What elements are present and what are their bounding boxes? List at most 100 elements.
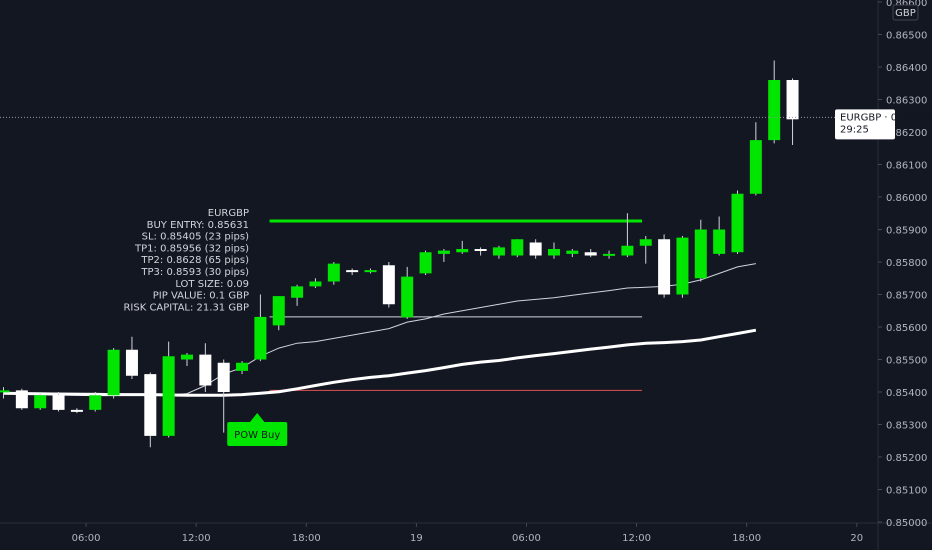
candle[interactable] bbox=[199, 343, 212, 392]
candle[interactable] bbox=[676, 236, 689, 298]
bearish-candle-body[interactable] bbox=[786, 80, 799, 120]
candle[interactable] bbox=[272, 296, 285, 331]
candle[interactable] bbox=[15, 388, 28, 410]
candle[interactable] bbox=[254, 294, 267, 362]
bullish-candle-body[interactable] bbox=[309, 281, 322, 287]
candle[interactable] bbox=[70, 408, 83, 414]
time-axis[interactable]: 06:00 12:00 18:00 19 06:00 12:00 18:00 20 bbox=[72, 523, 863, 544]
candle[interactable] bbox=[34, 392, 47, 410]
bullish-candle-body[interactable] bbox=[713, 229, 726, 254]
bearish-candle-body[interactable] bbox=[217, 362, 230, 392]
time-tick-label: 06:00 bbox=[72, 533, 101, 544]
price-axis[interactable]: 0.85000 0.85100 0.85200 0.85300 0.85400 0.855… bbox=[878, 0, 927, 529]
bullish-candle-body[interactable] bbox=[254, 316, 267, 360]
candle[interactable] bbox=[52, 392, 65, 412]
bullish-candle-body[interactable] bbox=[364, 270, 377, 273]
bearish-candle-body[interactable] bbox=[346, 270, 359, 273]
bearish-candle-body[interactable] bbox=[15, 390, 28, 409]
candle[interactable] bbox=[768, 60, 781, 144]
bullish-candle-body[interactable] bbox=[768, 80, 781, 141]
candle[interactable] bbox=[621, 213, 634, 258]
bullish-candle-body[interactable] bbox=[548, 249, 560, 256]
bullish-candle-body[interactable] bbox=[401, 276, 414, 318]
bearish-candle-body[interactable] bbox=[584, 252, 597, 256]
bearish-candle-body[interactable] bbox=[474, 249, 487, 251]
candle[interactable] bbox=[731, 190, 744, 254]
bearish-candle-body[interactable] bbox=[144, 374, 157, 436]
trade-info-line: BUY ENTRY: 0.85631 bbox=[147, 220, 249, 231]
candle[interactable] bbox=[529, 239, 542, 259]
bullish-candle-body[interactable] bbox=[639, 239, 652, 246]
candle[interactable] bbox=[492, 245, 505, 259]
candle[interactable] bbox=[694, 219, 707, 282]
trade-info-line: RISK CAPITAL: 21.31 GBP bbox=[123, 302, 249, 313]
bullish-candle-body[interactable] bbox=[621, 245, 634, 256]
candle[interactable] bbox=[291, 284, 304, 306]
candle[interactable] bbox=[713, 216, 726, 256]
signal-marker[interactable]: POW Buy bbox=[227, 413, 288, 446]
candle[interactable] bbox=[474, 247, 487, 256]
bullish-candle-body[interactable] bbox=[566, 250, 579, 254]
bullish-candle-body[interactable] bbox=[676, 237, 689, 295]
bearish-candle-body[interactable] bbox=[52, 395, 65, 410]
bullish-candle-body[interactable] bbox=[456, 249, 469, 253]
bullish-candle-body[interactable] bbox=[236, 362, 249, 371]
candle[interactable] bbox=[566, 249, 579, 258]
candle[interactable] bbox=[658, 234, 671, 298]
candle[interactable] bbox=[327, 262, 340, 285]
bullish-candle-body[interactable] bbox=[749, 140, 762, 194]
candle[interactable] bbox=[511, 239, 524, 258]
candle[interactable] bbox=[437, 249, 450, 262]
candle[interactable] bbox=[584, 249, 597, 258]
candle[interactable] bbox=[786, 78, 799, 145]
candle[interactable] bbox=[364, 268, 377, 274]
candle[interactable] bbox=[162, 341, 175, 438]
bullish-candle-body[interactable] bbox=[492, 247, 505, 256]
bearish-candle-body[interactable] bbox=[125, 349, 138, 376]
bullish-candle-body[interactable] bbox=[437, 250, 450, 254]
candle[interactable] bbox=[419, 250, 432, 275]
bullish-candle-body[interactable] bbox=[603, 253, 616, 256]
time-tick-label: 06:00 bbox=[512, 533, 541, 544]
bullish-candle-body[interactable] bbox=[181, 354, 193, 360]
bullish-candle-body[interactable] bbox=[89, 395, 102, 410]
candle[interactable] bbox=[456, 240, 469, 254]
candle[interactable] bbox=[144, 372, 157, 448]
candle[interactable] bbox=[749, 122, 762, 196]
bearish-candle-body[interactable] bbox=[658, 239, 671, 295]
price-tick-label: 0.86000 bbox=[886, 193, 927, 204]
candle[interactable] bbox=[401, 266, 414, 319]
candle[interactable] bbox=[309, 278, 322, 288]
candle[interactable] bbox=[346, 268, 359, 276]
bearish-candle-body[interactable] bbox=[382, 265, 395, 305]
bullish-candle-body[interactable] bbox=[272, 296, 285, 326]
candle[interactable] bbox=[217, 359, 230, 433]
candle[interactable] bbox=[89, 392, 102, 412]
candle[interactable] bbox=[236, 361, 249, 375]
candle[interactable] bbox=[107, 348, 120, 399]
bullish-candle-body[interactable] bbox=[0, 390, 10, 393]
bullish-candle-body[interactable] bbox=[419, 252, 432, 274]
time-tick-label: 20 bbox=[850, 533, 863, 544]
candles[interactable] bbox=[0, 60, 799, 448]
bullish-candle-body[interactable] bbox=[162, 356, 175, 436]
candle[interactable] bbox=[125, 336, 138, 379]
bullish-candle-body[interactable] bbox=[291, 286, 304, 298]
bearish-candle-body[interactable] bbox=[70, 409, 83, 412]
bullish-candle-body[interactable] bbox=[107, 349, 120, 396]
bullish-candle-body[interactable] bbox=[511, 239, 524, 256]
bullish-candle-body[interactable] bbox=[694, 229, 707, 279]
candle[interactable] bbox=[603, 250, 616, 259]
bearish-candle-body[interactable] bbox=[199, 354, 212, 386]
candle[interactable] bbox=[639, 236, 652, 264]
bullish-candle-body[interactable] bbox=[34, 395, 47, 409]
bullish-candle-body[interactable] bbox=[731, 193, 744, 253]
candle[interactable] bbox=[548, 242, 560, 259]
candle[interactable] bbox=[382, 262, 395, 308]
bearish-candle-body[interactable] bbox=[529, 242, 542, 256]
signal-badge[interactable] bbox=[227, 422, 288, 446]
candle[interactable] bbox=[0, 387, 10, 399]
bullish-candle-body[interactable] bbox=[327, 263, 340, 282]
candle[interactable] bbox=[181, 353, 193, 366]
